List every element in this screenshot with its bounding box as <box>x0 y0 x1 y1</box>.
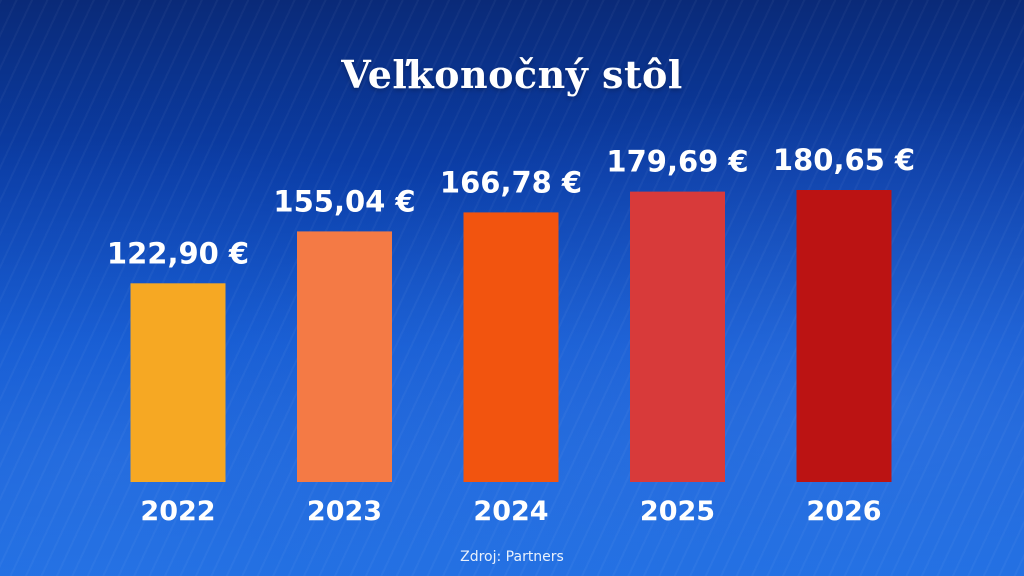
x-tick-label-2022: 2022 <box>140 496 215 527</box>
x-tick-label-2023: 2023 <box>307 496 382 527</box>
bar-2024 <box>463 212 559 482</box>
x-tick-label-2025: 2025 <box>640 496 715 527</box>
value-label-2025: 179,69 € <box>606 145 748 179</box>
value-label-2022: 122,90 € <box>107 236 249 270</box>
x-tick-label-2024: 2024 <box>473 496 548 527</box>
value-label-2024: 166,78 € <box>440 165 582 199</box>
value-label-2023: 155,04 € <box>273 184 415 218</box>
bar-2026 <box>796 190 892 482</box>
bar-2025 <box>630 191 725 482</box>
x-tick-label-2026: 2026 <box>806 496 881 527</box>
value-label-2026: 180,65 € <box>773 143 915 177</box>
bar-2023 <box>297 231 392 482</box>
chart-title: Veľkonočný stôl <box>341 52 683 97</box>
source-note: Zdroj: Partners <box>460 549 564 565</box>
bar-2022 <box>130 283 226 482</box>
